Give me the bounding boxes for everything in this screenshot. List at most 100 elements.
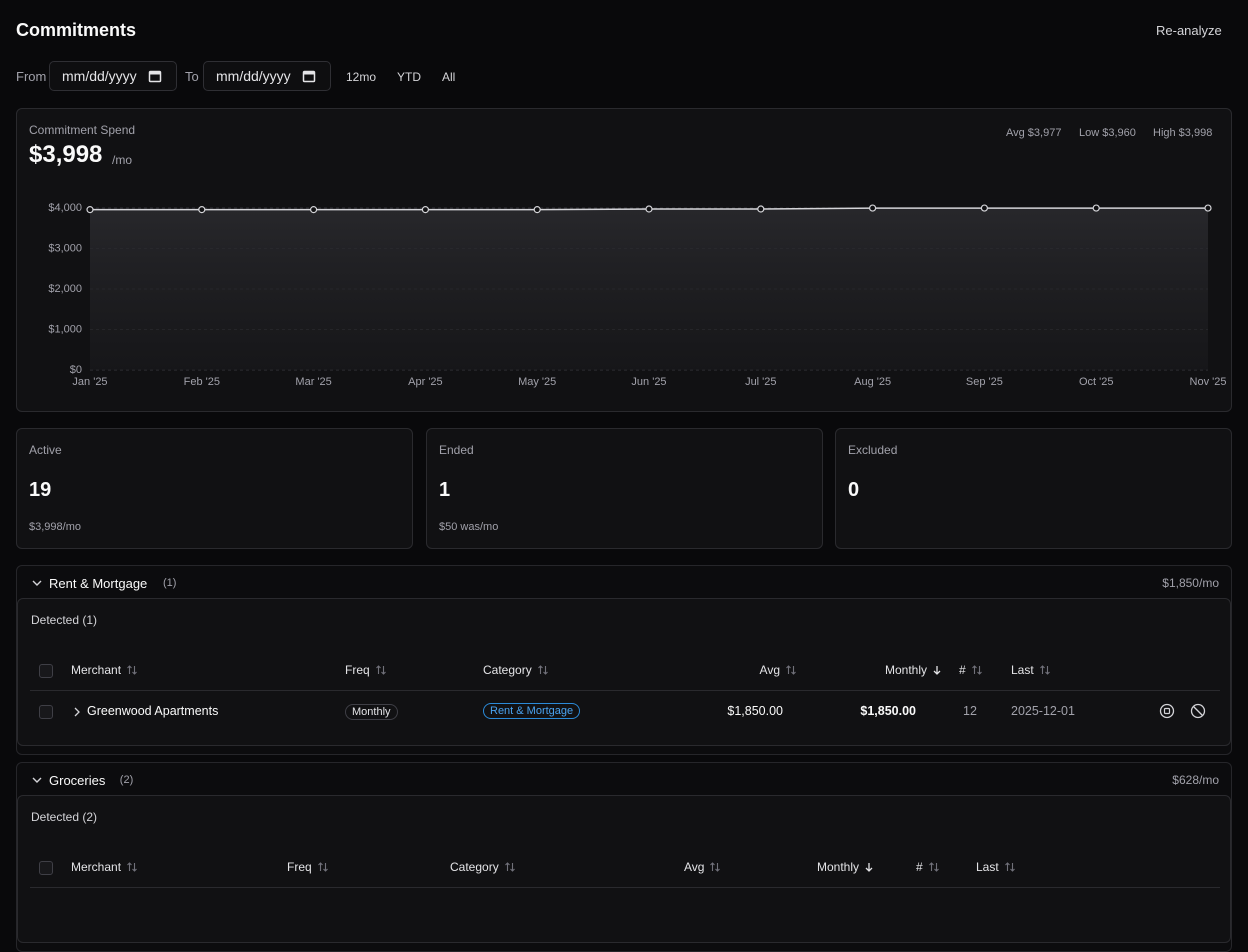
chart-card: Commitment Spend $3,998 /mo Avg $3,977 L…: [16, 108, 1232, 412]
group-name[interactable]: Groceries: [49, 773, 106, 788]
line-chart: $0 $1,000 $2,000 $3,000 $4,000 Jan '25 Feb '25…: [48, 202, 1226, 388]
point: [757, 205, 765, 213]
sort-icon[interactable]: [504, 861, 516, 873]
area: [90, 208, 1208, 370]
column-header[interactable]: Freq: [287, 860, 329, 874]
column-header[interactable]: Avg: [760, 663, 797, 677]
calendar-icon: [302, 70, 316, 83]
expand-chevron[interactable]: [72, 705, 82, 723]
sort-icon[interactable]: [1039, 664, 1051, 676]
column-label: Monthly: [817, 860, 860, 874]
sort-icon[interactable]: [864, 861, 874, 873]
group-total: $628/mo: [1172, 773, 1219, 787]
detected-card: Detected (1) Merchant Freq Category Avg Month…: [17, 598, 1231, 746]
sort-icon[interactable]: [375, 664, 387, 676]
point: [1092, 204, 1100, 212]
column-label: Avg: [684, 860, 705, 874]
collapse-chevron[interactable]: [31, 773, 43, 791]
group-section: Rent & Mortgage (1) $1,850/mo Detected (1) M…: [16, 565, 1232, 755]
frequency-badge: Monthly: [345, 704, 398, 720]
summary-label: Active: [29, 443, 62, 457]
summary-note: $3,998/mo: [29, 521, 81, 533]
y-tick-label: $0: [70, 364, 82, 376]
to-date-input[interactable]: mm/dd/yyyy: [203, 61, 331, 91]
stat-high: High $3,998: [1153, 127, 1213, 139]
group-name[interactable]: Rent & Mortgage: [49, 576, 148, 591]
sort-icon[interactable]: [709, 861, 721, 873]
avg-amount: $1,850.00: [727, 704, 783, 718]
sort-icon[interactable]: [1004, 861, 1016, 873]
column-header[interactable]: Avg: [684, 860, 721, 874]
column-label: Last: [976, 860, 999, 874]
column-header[interactable]: Category: [450, 860, 516, 874]
stat-low: Low $3,960: [1079, 127, 1136, 139]
y-tick-label: $2,000: [48, 283, 82, 295]
collapse-chevron[interactable]: [31, 576, 43, 594]
stat-avg: Avg $3,977: [1006, 127, 1062, 139]
calendar-icon: [148, 70, 162, 83]
column-header[interactable]: Freq: [345, 663, 387, 677]
detected-card: Detected (2) Merchant Freq Category Avg Month…: [17, 795, 1231, 943]
x-tick-label: Sep '25: [966, 376, 1003, 388]
occurrences: 12: [963, 704, 977, 718]
x-tick-label: Jan '25: [72, 376, 107, 388]
last-date: 2025-12-01: [1011, 704, 1075, 718]
point: [980, 204, 989, 212]
x-tick-label: Apr '25: [408, 376, 443, 388]
summary-value: 0: [848, 479, 860, 501]
column-label: Freq: [345, 663, 370, 677]
column-header[interactable]: Category: [483, 663, 549, 677]
column-label: Monthly: [884, 663, 927, 677]
column-header[interactable]: #: [916, 860, 940, 874]
y-tick-label: $1,000: [48, 323, 82, 335]
column-header[interactable]: Last: [976, 860, 1016, 874]
preset-button[interactable]: 12mo: [346, 70, 377, 84]
row-checkbox[interactable]: [39, 705, 53, 719]
sort-icon[interactable]: [317, 861, 329, 873]
point: [645, 205, 653, 213]
column-header[interactable]: Last: [1011, 663, 1051, 677]
reanalyze-button[interactable]: Re-analyze: [1156, 23, 1222, 38]
group-total: $1,850/mo: [1162, 576, 1219, 590]
column-label: Category: [483, 663, 532, 677]
y-tick-label: $4,000: [48, 202, 82, 214]
sort-icon[interactable]: [126, 861, 138, 873]
column-label: Last: [1011, 663, 1034, 677]
pause-button[interactable]: [1159, 703, 1175, 719]
select-all-checkbox[interactable]: [39, 861, 53, 875]
sort-icon[interactable]: [126, 664, 138, 676]
summary-card: Ended 1 $50 was/mo: [426, 428, 823, 549]
x-tick-label: Oct '25: [1079, 376, 1114, 388]
sort-icon[interactable]: [928, 861, 940, 873]
column-header[interactable]: Monthly: [885, 663, 942, 677]
column-label: Merchant: [71, 860, 122, 874]
preset-button[interactable]: YTD: [397, 70, 421, 84]
row-actions: [1159, 703, 1206, 719]
x-tick-label: Mar '25: [295, 376, 331, 388]
from-date-input[interactable]: mm/dd/yyyy: [49, 61, 177, 91]
column-header[interactable]: Merchant: [71, 860, 138, 874]
placeholder: mm/dd/yyyy: [62, 68, 137, 84]
sort-icon[interactable]: [971, 664, 983, 676]
header-divider: [30, 690, 1220, 691]
exclude-button[interactable]: [1190, 703, 1206, 719]
chevron-icon: [74, 707, 80, 717]
chart-title: Commitment Spend: [29, 123, 136, 137]
select-all-checkbox[interactable]: [39, 664, 53, 678]
merchant: Greenwood Apartments: [87, 704, 219, 718]
group-count: (2): [119, 774, 134, 786]
preset-button[interactable]: All: [442, 70, 456, 84]
sort-icon[interactable]: [537, 664, 549, 676]
x-tick-label: Jun '25: [631, 376, 666, 388]
x-tick-label: Aug '25: [854, 376, 891, 388]
column-header[interactable]: Monthly: [817, 860, 874, 874]
sort-icon[interactable]: [785, 664, 797, 676]
column-header[interactable]: #: [959, 663, 983, 677]
sort-icon[interactable]: [932, 664, 942, 676]
monthly-amount: $1,850.00: [860, 704, 916, 718]
chevron-icon: [32, 777, 42, 783]
column-label: #: [959, 663, 966, 677]
column-header[interactable]: Merchant: [71, 663, 138, 677]
point: [868, 204, 877, 212]
summary-note: $50 was/mo: [439, 521, 499, 533]
